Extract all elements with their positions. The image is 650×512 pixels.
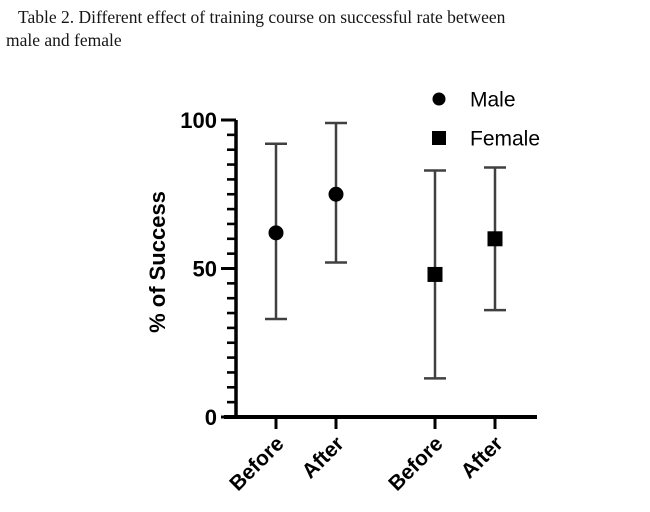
y-axis-title: % of Success bbox=[145, 191, 170, 333]
legend-marker-male bbox=[432, 92, 446, 106]
y-tick-label-100: 100 bbox=[180, 108, 217, 133]
y-tick-label-50: 50 bbox=[193, 257, 217, 282]
data-point-female-before bbox=[427, 266, 443, 282]
x-tick-label-2-before: Before bbox=[384, 432, 447, 495]
caption-line-1: Table 2. Different effect of training co… bbox=[18, 7, 506, 27]
data-point-male-before bbox=[268, 225, 284, 241]
x-tick-label-3-after: After bbox=[457, 432, 508, 483]
caption-line-2: male and female bbox=[6, 30, 122, 50]
y-tick-label-0: 0 bbox=[205, 405, 217, 430]
x-tick-label-0-before: Before bbox=[225, 432, 288, 495]
legend-label-male: Male bbox=[470, 89, 516, 112]
table-caption: Table 2. Different effect of training co… bbox=[6, 6, 640, 52]
data-point-male-after bbox=[328, 186, 344, 202]
x-tick-label-1-after: After bbox=[298, 432, 349, 483]
legend-label-female: Female bbox=[470, 128, 540, 151]
data-point-female-after bbox=[487, 231, 503, 247]
legend-marker-female bbox=[432, 131, 446, 145]
